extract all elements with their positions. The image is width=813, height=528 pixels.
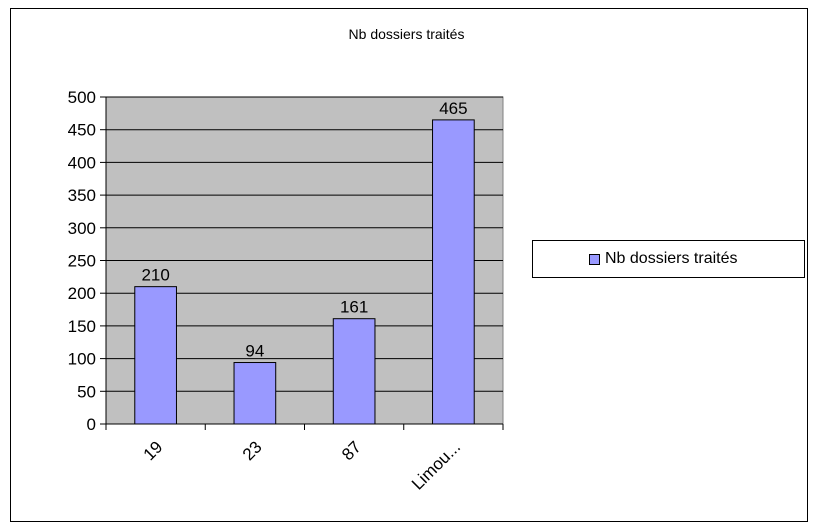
y-tick-label: 150 [68,317,96,336]
y-tick-label: 0 [87,415,96,434]
y-tick-label: 400 [68,153,96,172]
y-tick-label: 250 [68,252,96,271]
y-tick-label: 350 [68,186,96,205]
data-label: 94 [245,342,264,361]
x-tick-label: 87 [338,437,365,464]
data-label: 210 [141,266,169,285]
x-tick-label: Limou... [408,437,464,493]
data-label: 465 [439,99,467,118]
chart-title: Nb dossiers traités [348,26,465,42]
y-tick-label: 200 [68,284,96,303]
bar [332,318,376,425]
y-tick-label: 450 [68,121,96,140]
chart-legend: Nb dossiers traités [532,240,805,278]
data-label: 161 [340,298,368,317]
bar [134,286,177,425]
y-tick-label: 300 [68,219,96,238]
legend-label: Nb dossiers traités [605,250,738,267]
y-tick-label: 50 [77,382,96,401]
y-tick-label: 100 [68,350,96,369]
legend-swatch [589,253,600,265]
bar [233,362,277,425]
y-tick-label: 500 [68,88,96,107]
x-tick-label: 19 [140,437,167,464]
bar [432,119,475,425]
x-tick-label: 23 [239,437,266,464]
